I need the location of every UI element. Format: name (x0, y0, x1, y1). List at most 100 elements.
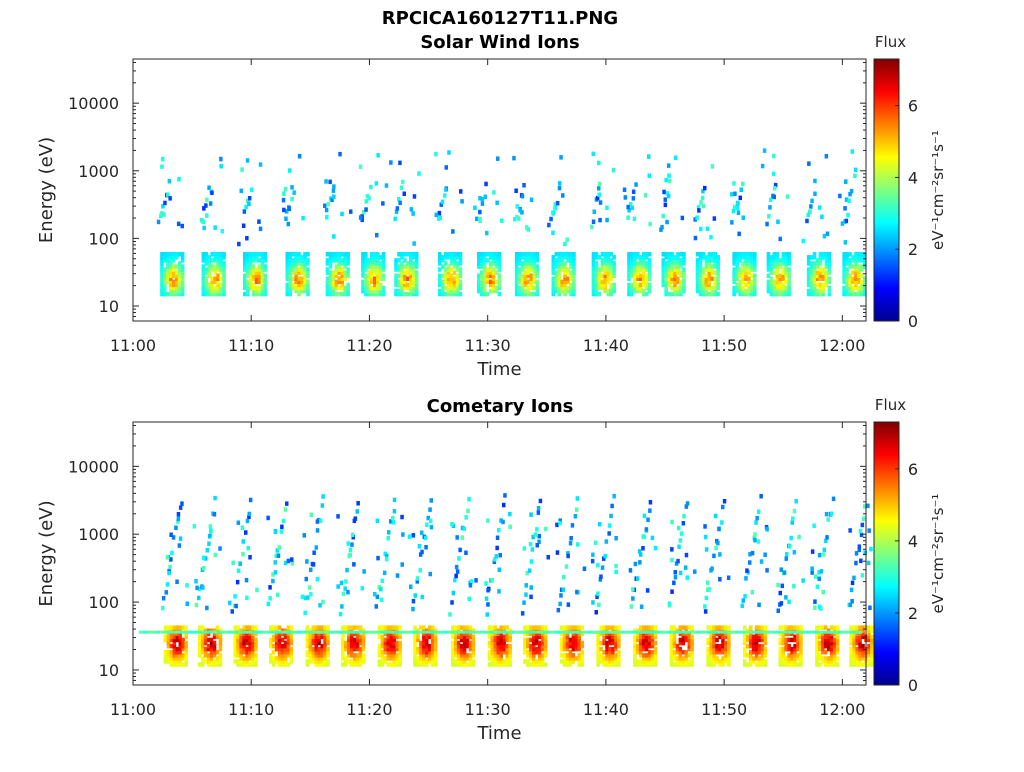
heatmap-cell (531, 534, 535, 540)
heatmap-cell (766, 273, 771, 278)
heatmap-cell (248, 276, 253, 281)
heatmap-cell (701, 203, 706, 209)
heatmap-cell (373, 267, 377, 272)
heatmap-cell (614, 656, 618, 661)
heatmap-cell (239, 662, 243, 667)
heatmap-cell (806, 288, 811, 294)
heatmap-cell (815, 282, 820, 288)
heatmap-cell (240, 167, 244, 172)
heatmap-cell (557, 258, 561, 263)
heatmap-cell (633, 288, 637, 294)
heatmap-cell (646, 517, 650, 522)
heatmap-cell (852, 656, 856, 661)
heatmap-cell (617, 637, 621, 643)
heatmap-cell (256, 630, 260, 634)
heatmap-cell (572, 273, 576, 278)
heatmap-cell (370, 258, 374, 263)
heatmap-cell (367, 261, 371, 266)
heatmap-cell (254, 628, 258, 633)
heatmap-cell (205, 213, 209, 218)
heatmap-cell (675, 662, 680, 667)
heatmap-cell (781, 662, 785, 667)
heatmap-cell (707, 264, 712, 269)
heatmap-cell (406, 261, 410, 266)
heatmap-cell (532, 276, 537, 281)
heatmap-cell (695, 276, 700, 281)
heatmap-cell (499, 637, 503, 643)
heatmap-cell (663, 202, 668, 208)
cometary-title: Cometary Ions (427, 396, 574, 417)
heatmap-cell (166, 261, 170, 266)
heatmap-cell (206, 630, 210, 634)
heatmap-cell (263, 279, 268, 285)
heatmap-cell (426, 515, 430, 521)
heatmap-cell (522, 600, 526, 605)
heatmap-cell (824, 659, 828, 664)
heatmap-cell (245, 637, 249, 643)
heatmap-cell (592, 209, 596, 214)
heatmap-cell (603, 282, 607, 288)
heatmap-cell (394, 209, 399, 214)
heatmap-cell (169, 656, 174, 661)
heatmap-cell (340, 258, 344, 263)
heatmap-cell (251, 258, 256, 263)
heatmap-cell (385, 553, 389, 559)
heatmap-cell (412, 252, 416, 257)
heatmap-cell (260, 261, 265, 266)
heatmap-cell (317, 625, 321, 630)
heatmap-cell (180, 288, 185, 294)
heatmap-cell (176, 512, 181, 517)
heatmap-cell (425, 650, 429, 655)
heatmap-cell (204, 285, 208, 291)
heatmap-cell (468, 640, 473, 646)
heatmap-cell (497, 252, 502, 257)
heatmap-cell (633, 650, 637, 655)
heatmap-cell (633, 276, 637, 281)
heatmap-cell (482, 291, 487, 297)
heatmap-cell (594, 285, 599, 291)
heatmap-cell (233, 637, 237, 643)
heatmap-cell (568, 640, 573, 646)
heatmap-cell (377, 653, 382, 658)
heatmap-cell (815, 276, 820, 281)
heatmap-cell (664, 177, 668, 183)
heatmap-cell (860, 282, 864, 288)
heatmap-cell (352, 646, 357, 652)
heatmap-cell (709, 631, 713, 637)
heatmap-cell (219, 164, 223, 169)
heatmap-cell (502, 637, 506, 643)
heatmap-cell (712, 643, 716, 649)
heatmap-cell (818, 273, 823, 278)
heatmap-cell (765, 527, 769, 532)
heatmap-cell (302, 630, 306, 634)
heatmap-cell (559, 640, 564, 646)
heatmap-cell (423, 535, 428, 541)
heatmap-cell (317, 637, 321, 643)
heatmap-cell (348, 547, 353, 553)
heatmap-cell (712, 625, 716, 630)
heatmap-cell (334, 252, 339, 257)
heatmap-cell (169, 288, 173, 294)
heatmap-cell (647, 282, 652, 288)
heatmap-cell (716, 285, 720, 291)
heatmap-cell (661, 261, 665, 266)
heatmap-cell (213, 225, 217, 230)
heatmap-cell (557, 185, 562, 191)
heatmap-cell (627, 258, 631, 263)
heatmap-cell (163, 270, 167, 275)
heatmap-cell (271, 628, 276, 633)
heatmap-cell (594, 288, 599, 294)
heatmap-cell (832, 653, 837, 658)
heatmap-cell (732, 291, 736, 297)
heatmap-cell (339, 580, 344, 586)
heatmap-cell (219, 156, 223, 162)
heatmap-cell (419, 643, 423, 649)
heatmap-cell (243, 261, 247, 266)
heatmap-cell (743, 634, 747, 640)
heatmap-cell (799, 631, 803, 637)
heatmap-cell (260, 264, 265, 269)
heatmap-cell (553, 205, 558, 211)
heatmap-cell (161, 204, 165, 209)
heatmap-cell (455, 288, 460, 294)
heatmap-cell (609, 285, 613, 291)
